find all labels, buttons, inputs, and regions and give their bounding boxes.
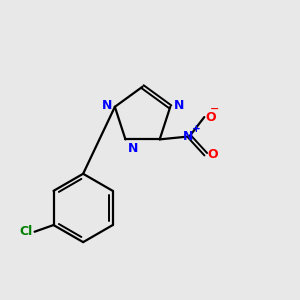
Text: O: O xyxy=(207,148,218,161)
Text: N: N xyxy=(183,130,194,143)
Text: −: − xyxy=(210,104,220,114)
Text: O: O xyxy=(206,111,216,124)
Text: +: + xyxy=(192,124,200,134)
Text: Cl: Cl xyxy=(20,225,33,238)
Text: N: N xyxy=(174,99,184,112)
Text: N: N xyxy=(128,142,138,155)
Text: N: N xyxy=(101,99,112,112)
